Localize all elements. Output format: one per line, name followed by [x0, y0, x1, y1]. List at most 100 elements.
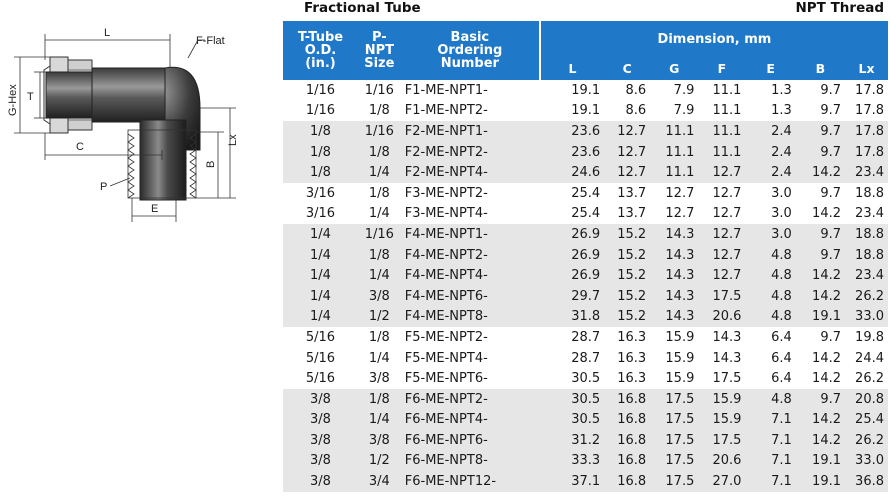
cell-dim-F: 12.7: [698, 265, 746, 286]
cell-dim-E: 3.0: [771, 206, 792, 222]
cell-dim-F: 20.6: [698, 450, 746, 472]
cell-dim-E: 3.0: [771, 185, 792, 201]
cell-tube-od: 3/8: [283, 430, 358, 451]
cell-dim-L: 30.5: [539, 388, 605, 410]
cell-dim-Lx: 18.8: [845, 224, 888, 245]
cell-dim-C: 16.8: [604, 450, 651, 472]
cell-dim-G: 17.5: [650, 409, 699, 431]
cell-dim-C: 15.2: [604, 224, 651, 245]
cell-dim-L: 26.9: [539, 265, 605, 286]
cell-tube-od: 1/4: [283, 224, 358, 245]
cell-dim-F: 14.3: [712, 350, 742, 366]
cell-ordering-number: F6-ME-NPT8-: [400, 450, 540, 472]
cell-dim-Lx: 19.8: [855, 329, 884, 345]
cell-dim-E: 4.8: [745, 306, 796, 328]
cell-dim-B: 19.1: [795, 450, 845, 472]
label-Lx: Lx: [227, 134, 239, 146]
header-ordering-number: Basic Ordering Number: [400, 21, 540, 80]
cell-dim-B: 19.1: [795, 471, 845, 492]
cell-dim-E: 4.8: [745, 265, 796, 286]
cell-dim-B: 9.7: [795, 224, 845, 245]
cell-dim-E: 4.8: [745, 285, 796, 307]
cell-dim-L: 24.6: [539, 162, 605, 183]
cell-dim-Lx: 18.8: [845, 244, 888, 266]
cell-p-npt: 1/4: [357, 409, 401, 431]
header-col-B: B: [795, 57, 845, 80]
cell-p-npt: 1/2: [357, 450, 401, 472]
cell-dim-L: 26.9: [539, 244, 605, 266]
cell-dim-Lx: 23.4: [855, 206, 884, 222]
cell-dim-C: 16.3: [617, 350, 647, 366]
cell-dim-L: 28.7: [571, 329, 601, 345]
cell-dim-L: 23.6: [539, 121, 605, 142]
cell-dim-E: 1.3: [771, 82, 792, 98]
body-horizontal: [91, 67, 171, 123]
cell-dim-L: 31.8: [539, 306, 605, 328]
cell-dim-F: 12.7: [698, 162, 746, 183]
cell-dim-B: 9.7: [820, 185, 841, 201]
cell-dim-C: 12.7: [604, 141, 651, 163]
header-col-E: E: [745, 57, 796, 80]
cell-dim-B: 14.2: [795, 162, 845, 183]
cell-ordering-number: F6-ME-NPT6-: [400, 430, 540, 451]
body-vertical: [139, 119, 187, 201]
table-row: 1/16 1/8 F1-ME-NPT2- 19.1 8.6 7.9 11.1 1.3 9.7 17…: [283, 101, 888, 122]
table-row: 1/4 3/8 F4-ME-NPT6- 29.7 15.2 14.3 17.5 4.8 14.2…: [283, 285, 888, 307]
cell-tube-od: 5/16: [305, 371, 336, 387]
cell-dim-C: 8.6: [625, 82, 647, 98]
cell-dim-B: 9.7: [795, 121, 845, 142]
label-L: L: [104, 27, 110, 39]
cell-dim-E: 6.4: [771, 329, 792, 345]
cell-dim-E: 7.1: [745, 471, 796, 492]
cell-dim-F: 11.1: [698, 121, 746, 142]
label-E: E: [151, 203, 158, 215]
cell-p-npt: 3/8: [368, 371, 390, 387]
section-title-npt-thread: NPT Thread: [795, 0, 884, 16]
cell-dim-F: 17.5: [698, 430, 746, 451]
cell-dim-F: 12.7: [712, 206, 742, 222]
cell-p-npt: 1/4: [368, 206, 390, 222]
cell-dim-G: 15.9: [665, 371, 695, 387]
cell-dim-L: 23.6: [539, 141, 605, 163]
cell-dim-F: 12.7: [712, 185, 742, 201]
cell-ordering-number: F2-ME-NPT4-: [400, 162, 540, 183]
table-row: 1/4 1/2 F4-ME-NPT8- 31.8 15.2 14.3 20.6 4.8 19.1…: [283, 306, 888, 328]
cell-dim-L: 19.1: [571, 82, 601, 98]
cell-dim-G: 12.7: [665, 185, 695, 201]
cell-dim-F: 11.1: [698, 141, 746, 163]
cell-tube-od: 1/8: [283, 141, 358, 163]
cell-ordering-number: F6-ME-NPT12-: [400, 471, 540, 492]
table-row: 3/8 1/4 F6-ME-NPT4- 30.5 16.8 17.5 15.9 7.1 14.2…: [283, 409, 888, 431]
label-P: P: [100, 181, 107, 193]
cell-dim-Lx: 17.8: [855, 103, 884, 119]
cell-dim-L: 26.9: [539, 224, 605, 245]
cell-dim-Lx: 23.4: [845, 162, 888, 183]
header-dimension: Dimension, mm: [538, 21, 888, 57]
cell-dim-F: 12.7: [698, 224, 746, 245]
cell-dim-C: 16.3: [617, 371, 647, 387]
header-col-F: F: [698, 57, 746, 80]
cell-dim-B: 9.7: [820, 82, 841, 98]
cell-tube-od: 1/4: [283, 244, 358, 266]
cell-dim-L: 29.7: [539, 285, 605, 307]
cell-p-npt: 3/4: [357, 471, 401, 492]
cell-dim-F: 20.6: [698, 306, 746, 328]
table-row: 5/16 1/4 F5-ME-NPT4- 28.7 16.3 15.9 14.3 6.4 14.…: [283, 348, 888, 369]
header-p-npt: P-NPT Size: [357, 21, 401, 80]
cell-dim-G: 11.1: [650, 121, 699, 142]
cell-ordering-number: F4-ME-NPT8-: [400, 306, 540, 328]
cell-dim-F: 14.3: [712, 329, 742, 345]
cell-p-npt: 1/4: [368, 350, 390, 366]
cell-dim-L: 33.3: [539, 450, 605, 472]
cell-dim-F: 11.1: [712, 82, 742, 98]
label-G-hex: G-Hex: [7, 84, 19, 116]
cell-p-npt: 1/16: [364, 82, 394, 98]
cell-dim-C: 16.8: [604, 388, 651, 410]
cell-dim-G: 11.1: [650, 162, 699, 183]
cell-dim-G: 17.5: [650, 430, 699, 451]
cell-tube-od: 3/8: [283, 450, 358, 472]
table-row: 1/16 1/16 F1-ME-NPT1- 19.1 8.6 7.9 11.1 1.3 9.7 1…: [283, 80, 888, 101]
cell-dim-C: 12.7: [604, 121, 651, 142]
header-tube-od: T-Tube O.D. (in.): [283, 21, 358, 80]
cell-dim-L: 25.4: [571, 185, 601, 201]
